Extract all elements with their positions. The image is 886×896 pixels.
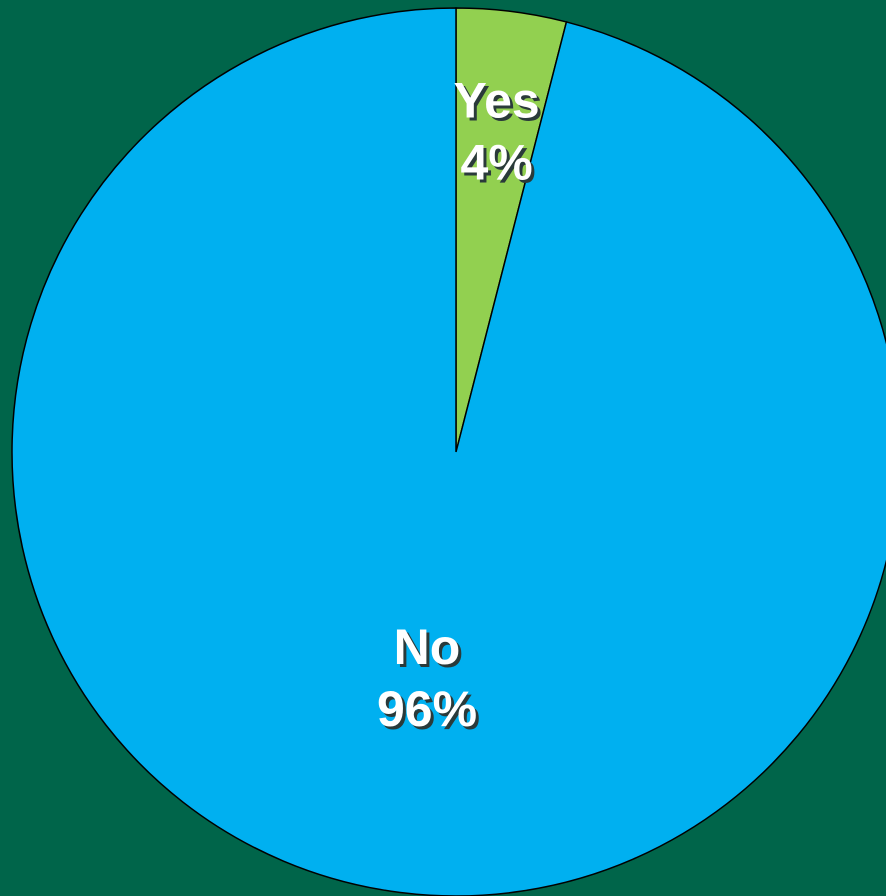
slice-value-label: 4% xyxy=(460,134,532,190)
slice-category-label: No xyxy=(394,619,461,675)
slice-value-label: 96% xyxy=(377,681,477,737)
slice-category-label: Yes xyxy=(454,72,540,128)
pie-slice-no xyxy=(11,7,886,896)
slice-value-label-shadow: 4% xyxy=(463,137,535,193)
slice-category-label-shadow: No xyxy=(397,622,464,678)
slices-layer xyxy=(11,7,886,896)
slice-value-label-shadow: 96% xyxy=(380,684,480,740)
slice-category-label-shadow: Yes xyxy=(457,75,543,131)
